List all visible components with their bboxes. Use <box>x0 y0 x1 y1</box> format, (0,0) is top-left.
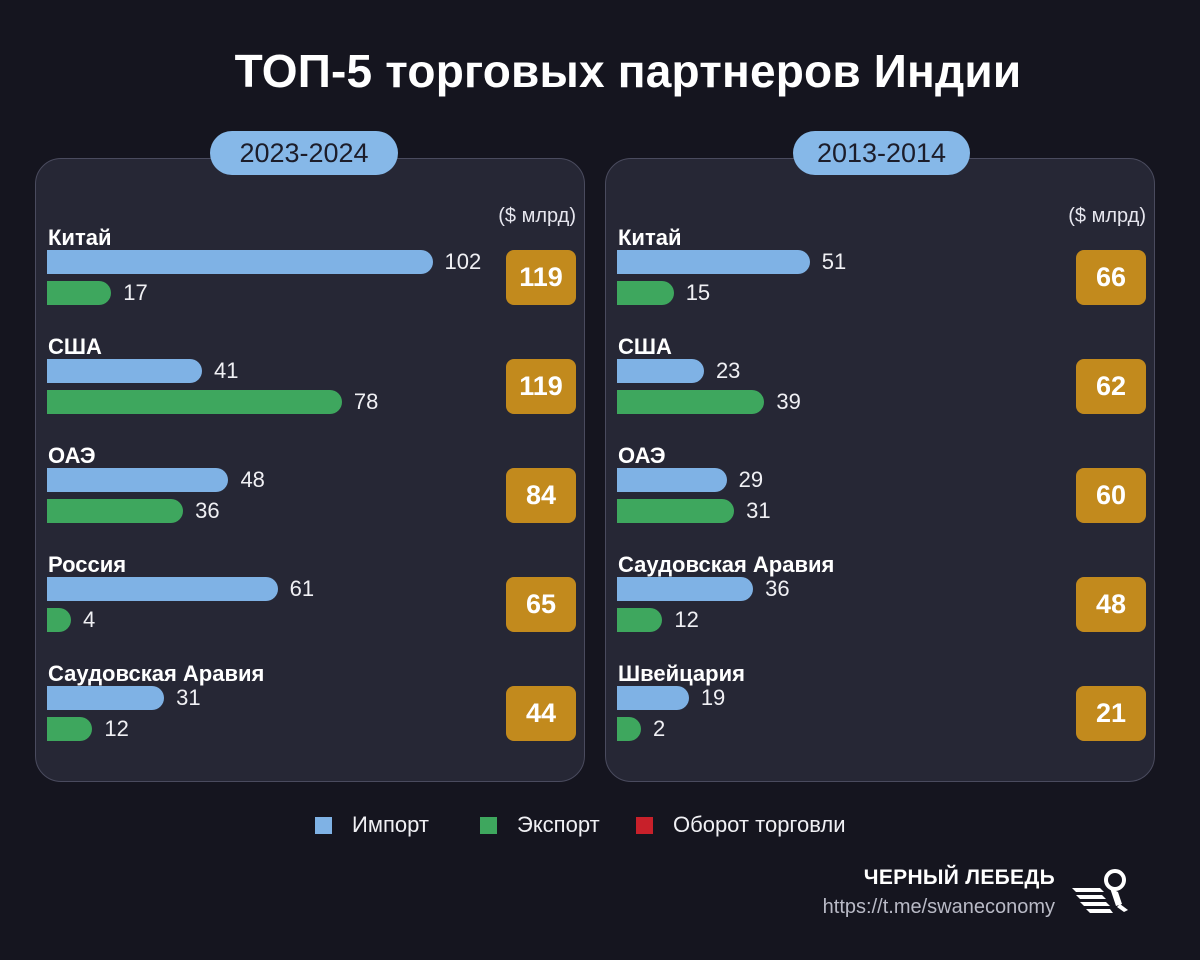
legend-label: Импорт <box>352 812 429 837</box>
brand-name: ЧЕРНЫЙ ЛЕБЕДЬ <box>863 866 1055 889</box>
export-bar <box>617 717 641 741</box>
export-value-label: 78 <box>353 389 379 414</box>
export-value-label: 4 <box>83 607 96 632</box>
import-value-label: 51 <box>821 249 847 274</box>
import-bar <box>617 686 689 710</box>
import-value-label: 61 <box>289 576 315 601</box>
unit-label: ($ млрд) <box>1068 205 1146 227</box>
import-bar <box>617 250 810 274</box>
export-bar <box>617 390 765 414</box>
country-label: США <box>618 334 672 359</box>
import-value-label: 48 <box>240 467 265 492</box>
export-bar <box>47 281 112 305</box>
export-value-label: 2 <box>653 716 666 741</box>
chart-title: ТОП-5 торговых партнеров Индии <box>234 45 1022 97</box>
panel-2023-2024: ($ млрд) Китай 102 17 119 США 41 78 119 ОАЭ 48 36 8… <box>35 158 585 782</box>
import-bar <box>47 250 433 274</box>
country-label: Китай <box>48 225 112 250</box>
export-value-label: 39 <box>776 389 801 414</box>
total-badge: 65 <box>506 577 576 632</box>
export-bar <box>47 499 184 523</box>
export-bar <box>617 499 735 523</box>
export-value-label: 31 <box>746 498 771 523</box>
export-value-label: 12 <box>104 716 129 741</box>
import-bar <box>617 468 727 492</box>
import-bar <box>617 577 754 601</box>
country-label: Саудовская Аравия <box>618 552 835 577</box>
total-badge: 21 <box>1076 686 1146 741</box>
total-badge: 60 <box>1076 468 1146 523</box>
swan-logo-icon <box>1072 869 1128 913</box>
import-value-label: 19 <box>700 685 726 710</box>
export-bar <box>47 390 342 414</box>
total-badge: 44 <box>506 686 576 741</box>
export-bar <box>47 608 71 632</box>
import-bar <box>47 577 278 601</box>
legend-label: Экспорт <box>517 812 600 837</box>
import-value-label: 31 <box>176 685 201 710</box>
legend-swatch <box>315 817 332 834</box>
legend-label: Оборот торговли <box>673 812 846 837</box>
export-value-label: 36 <box>195 498 220 523</box>
country-label: ОАЭ <box>618 443 666 468</box>
legend: Импорт Экспорт Оборот торговли <box>0 812 1200 840</box>
country-label: Китай <box>618 225 682 250</box>
import-bar <box>47 468 229 492</box>
unit-label: ($ млрд) <box>498 205 576 227</box>
total-badge: 62 <box>1076 359 1146 414</box>
period-pill: 2023-2024 <box>210 131 398 175</box>
export-value-label: 12 <box>674 607 699 632</box>
country-label: Саудовская Аравия <box>48 661 265 686</box>
total-badge: 66 <box>1076 250 1146 305</box>
total-badge: 119 <box>506 359 576 414</box>
import-bar <box>617 359 704 383</box>
import-value-label: 29 <box>738 467 764 492</box>
total-badge: 48 <box>1076 577 1146 632</box>
country-label: ОАЭ <box>48 443 96 468</box>
legend-swatch <box>480 817 497 834</box>
import-value-label: 102 <box>444 249 482 274</box>
country-label: Россия <box>48 552 127 577</box>
import-value-label: 36 <box>765 576 790 601</box>
import-bar <box>47 359 202 383</box>
period-pill: 2013-2014 <box>793 131 970 175</box>
legend-swatch <box>636 817 653 834</box>
export-bar <box>47 717 93 741</box>
import-value-label: 23 <box>715 358 741 383</box>
country-label: Швейцария <box>618 661 745 686</box>
export-value-label: 17 <box>123 280 148 305</box>
brand-url[interactable]: https://t.me/swaneconomy <box>822 896 1055 918</box>
total-badge: 84 <box>506 468 576 523</box>
import-bar <box>47 686 165 710</box>
country-label: США <box>48 334 102 359</box>
import-value-label: 41 <box>213 358 239 383</box>
export-bar <box>617 608 663 632</box>
panel-2013-2014: ($ млрд) Китай 51 15 66 США 23 39 62 ОАЭ 29 31 60 Са… <box>605 158 1155 782</box>
export-value-label: 15 <box>685 280 711 305</box>
total-badge: 119 <box>506 250 576 305</box>
export-bar <box>617 281 674 305</box>
